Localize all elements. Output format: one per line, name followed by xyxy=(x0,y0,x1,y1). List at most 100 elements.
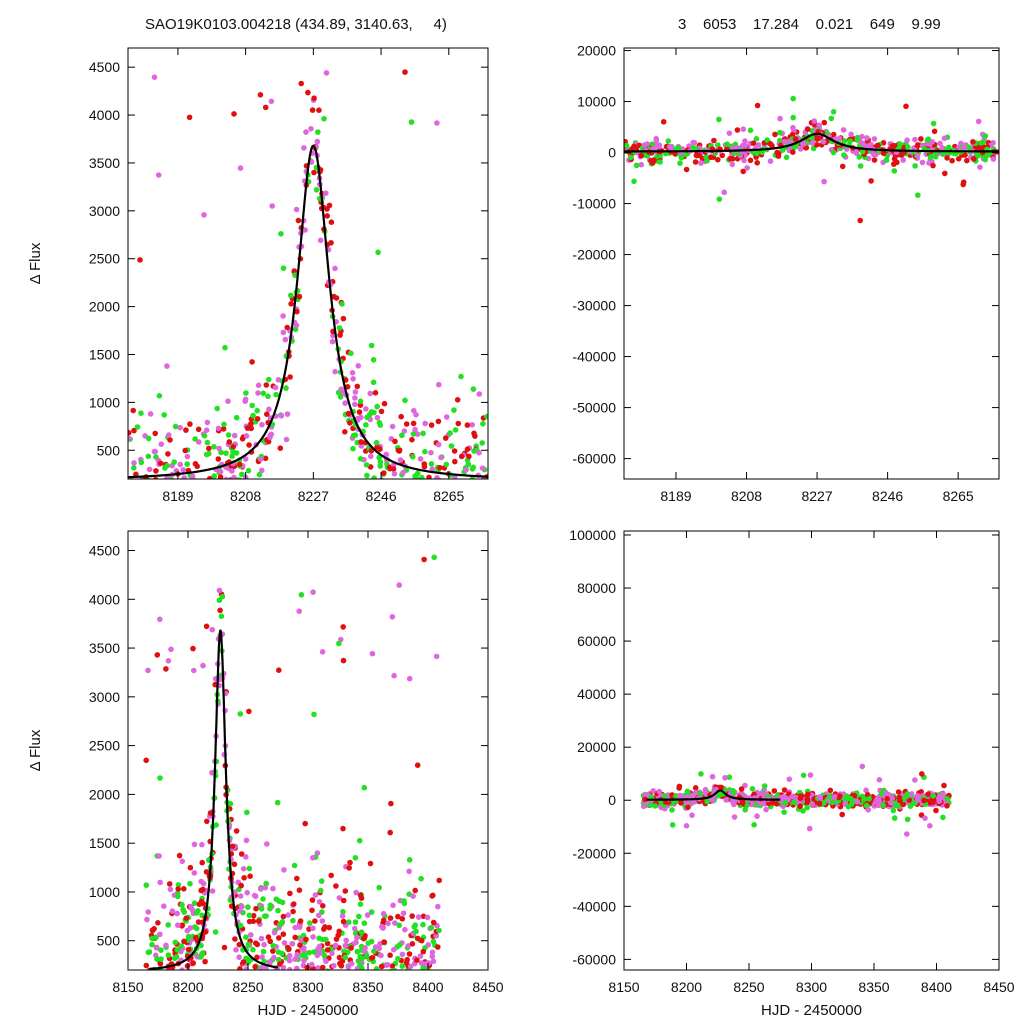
panel-top-right: 8189 8208 8227 8246 8265 20000 10000 0 -10000 -20… xyxy=(572,43,1000,504)
data-point xyxy=(941,135,948,142)
data-point xyxy=(767,141,774,147)
data-point xyxy=(265,973,271,979)
data-point xyxy=(412,491,418,497)
data-point xyxy=(709,773,716,780)
data-point xyxy=(395,977,401,983)
data-point xyxy=(270,885,276,892)
data-point xyxy=(413,411,419,418)
data-point xyxy=(698,771,704,777)
data-point xyxy=(340,315,347,322)
data-point xyxy=(821,800,827,806)
data-point xyxy=(982,133,989,139)
data-point xyxy=(323,190,329,196)
data-point xyxy=(940,151,946,157)
data-point xyxy=(940,814,946,821)
data-point xyxy=(325,968,331,970)
data-point xyxy=(421,485,427,491)
data-point xyxy=(316,943,323,950)
panel-bottom-right: 8150 8200 8250 8300 8350 8400 8450 100000 80000 6… xyxy=(569,527,1014,1019)
data-point xyxy=(854,137,860,143)
data-point xyxy=(163,666,169,672)
data-point xyxy=(264,980,270,986)
data-point xyxy=(266,406,272,413)
model-curve xyxy=(646,789,781,801)
data-point xyxy=(254,954,260,961)
data-point xyxy=(924,137,931,143)
data-point xyxy=(742,782,748,789)
data-point xyxy=(405,993,411,999)
data-point xyxy=(206,445,212,452)
data-point xyxy=(905,144,911,150)
data-point xyxy=(304,964,310,970)
data-point xyxy=(253,905,259,912)
data-point xyxy=(250,480,256,486)
data-point xyxy=(341,977,347,983)
data-point xyxy=(246,973,252,979)
data-point xyxy=(181,886,187,892)
data-point xyxy=(821,178,827,185)
data-point xyxy=(195,908,201,914)
data-point xyxy=(414,431,421,438)
x-tick-label: 8189 xyxy=(660,488,691,504)
right-title: 3 6053 17.284 0.021 649 9.99 xyxy=(678,16,941,33)
data-point xyxy=(930,793,936,799)
data-point xyxy=(281,986,287,992)
data-point xyxy=(136,503,142,509)
data-point xyxy=(433,933,440,939)
data-point xyxy=(319,918,326,924)
x-tick-label: 8300 xyxy=(292,979,323,995)
data-point xyxy=(408,119,415,125)
data-point xyxy=(244,809,250,816)
data-point xyxy=(279,950,285,957)
data-point xyxy=(347,420,353,426)
data-point xyxy=(427,482,433,488)
data-point xyxy=(145,484,151,490)
data-point xyxy=(458,453,465,460)
data-points xyxy=(143,554,443,999)
data-point xyxy=(711,137,717,144)
data-point xyxy=(422,506,428,512)
data-point xyxy=(753,136,760,142)
data-point xyxy=(279,899,286,906)
data-point xyxy=(303,936,309,943)
data-point xyxy=(406,988,412,994)
data-point xyxy=(944,796,951,802)
data-point xyxy=(930,120,937,127)
data-point xyxy=(151,74,158,80)
data-point xyxy=(381,400,388,407)
data-point xyxy=(332,971,338,977)
data-point xyxy=(138,514,144,520)
data-point xyxy=(751,822,757,828)
data-point xyxy=(715,142,721,148)
data-point xyxy=(457,481,463,487)
data-point xyxy=(333,883,339,889)
data-point xyxy=(189,473,196,479)
y-tick-label: 4000 xyxy=(89,107,120,123)
data-point xyxy=(675,145,682,151)
data-point xyxy=(476,450,482,456)
data-point xyxy=(315,129,321,135)
data-point xyxy=(866,796,872,802)
data-point xyxy=(243,433,250,439)
data-point xyxy=(195,426,202,433)
x-tick-label: 8150 xyxy=(608,979,639,995)
data-point xyxy=(669,807,675,813)
data-point xyxy=(212,929,219,935)
data-point xyxy=(771,788,778,794)
data-point xyxy=(371,475,377,479)
data-point xyxy=(248,932,254,938)
data-point xyxy=(345,964,352,970)
data-point xyxy=(395,955,401,962)
data-point xyxy=(389,614,396,620)
data-point xyxy=(288,292,294,299)
data-point xyxy=(809,140,816,146)
data-point xyxy=(310,589,316,595)
data-point xyxy=(271,982,277,988)
data-point xyxy=(734,127,741,133)
data-point xyxy=(425,972,431,978)
data-point xyxy=(875,142,881,149)
data-point xyxy=(342,954,349,961)
data-point xyxy=(396,942,403,948)
data-point xyxy=(481,497,487,503)
data-point xyxy=(318,878,325,884)
